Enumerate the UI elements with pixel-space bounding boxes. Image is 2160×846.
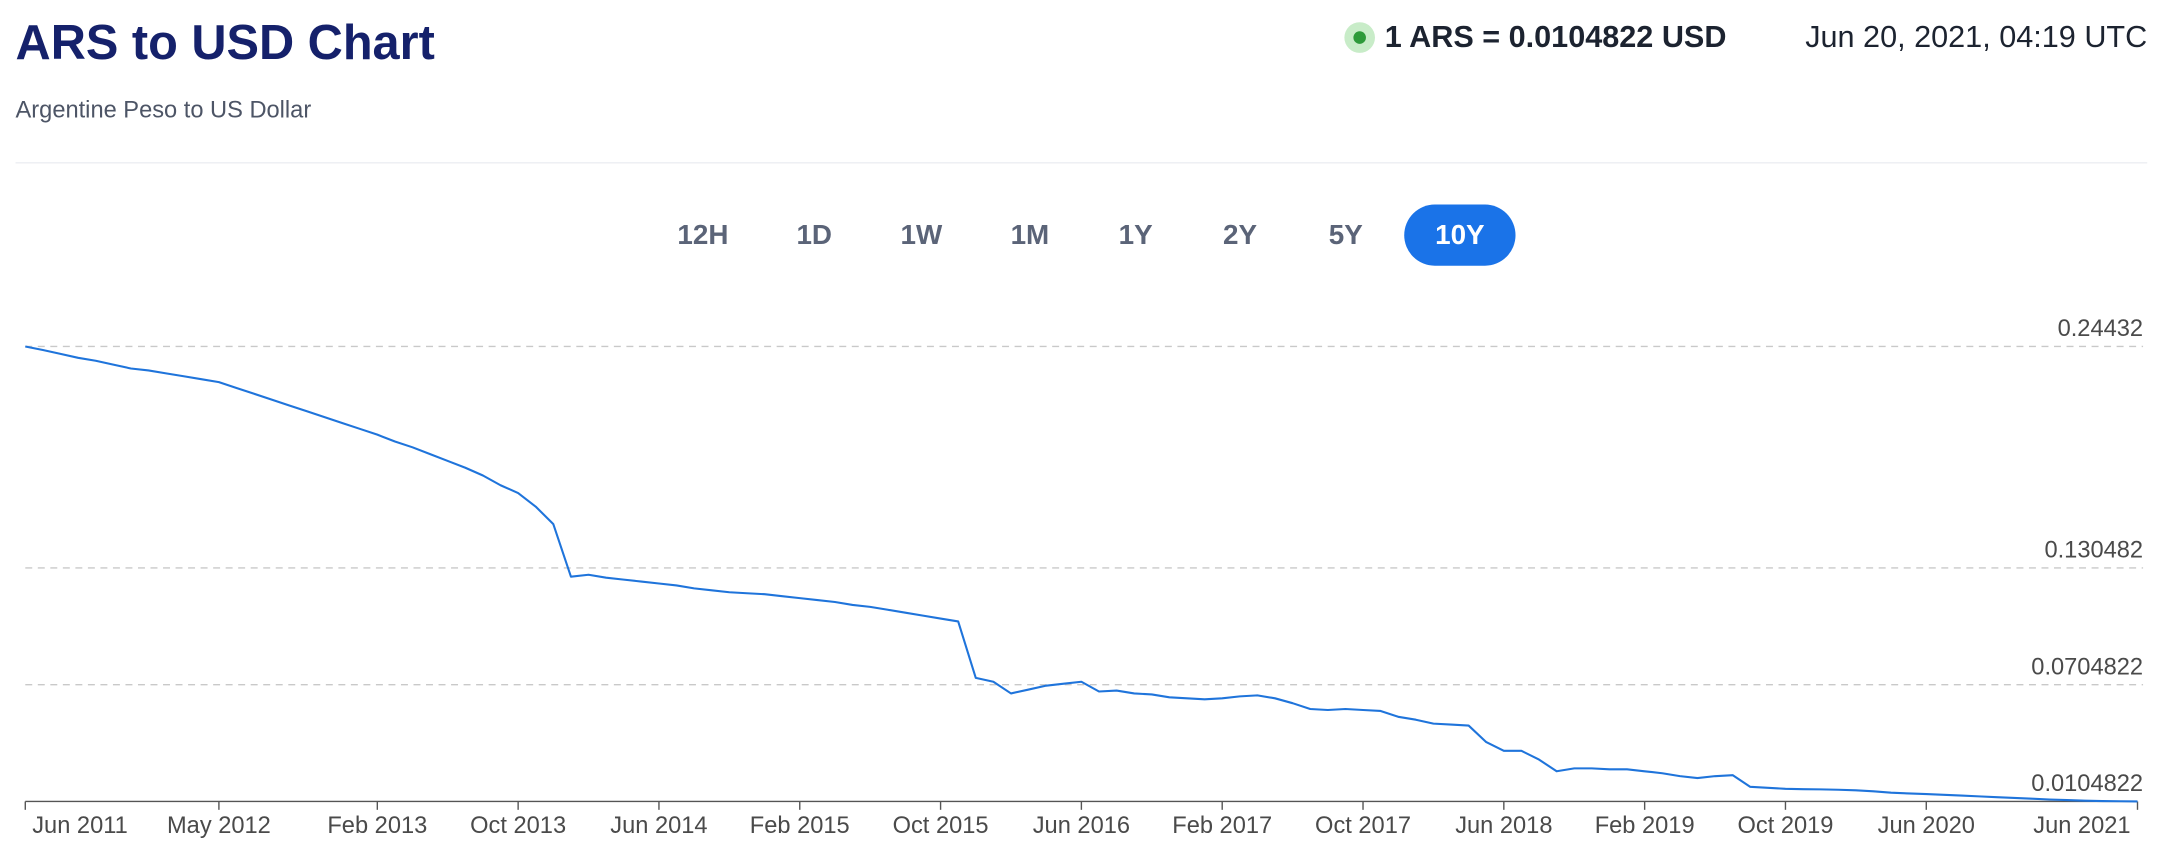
status-dot (1353, 31, 1366, 44)
range-button[interactable]: 1D (796, 219, 832, 250)
range-button[interactable]: 1W (901, 219, 943, 250)
x-tick-label: Jun 2020 (1878, 813, 1975, 839)
y-tick-label: 0.130482 (2044, 538, 2143, 564)
range-button[interactable]: 1Y (1119, 219, 1153, 250)
rate: 1 ARS = 0.0104822 USD (1385, 20, 1727, 54)
x-tick-label: Jun 2018 (1455, 813, 1552, 839)
range-button[interactable]: 10Y (1435, 219, 1485, 250)
y-tick-label: 0.24432 (2058, 316, 2143, 342)
range-button[interactable]: 2Y (1223, 219, 1257, 250)
x-tick-label: Oct 2013 (470, 813, 566, 839)
title: ARS to USD Chart (16, 16, 435, 70)
x-tick-label: Feb 2013 (327, 813, 427, 839)
x-tick-label: Jun 2014 (610, 813, 707, 839)
active-range-bg[interactable] (1404, 204, 1516, 266)
y-tick-label: 0.0104822 (2031, 771, 2143, 797)
x-tick-label: Feb 2019 (1595, 813, 1695, 839)
range-button[interactable]: 5Y (1329, 219, 1363, 250)
x-tick-label: Jun 2021 (2033, 813, 2130, 839)
x-tick-label: Oct 2015 (893, 813, 989, 839)
subtitle: Argentine Peso to US Dollar (16, 98, 312, 124)
x-tick-label: Jun 2016 (1033, 813, 1130, 839)
x-tick-label: Oct 2017 (1315, 813, 1411, 839)
x-tick-label: Jun 2011 (32, 813, 128, 839)
range-button[interactable]: 1M (1011, 219, 1050, 250)
x-tick-label: May 2012 (167, 813, 271, 839)
range-button[interactable]: 12H (677, 219, 728, 250)
x-tick-label: Oct 2019 (1737, 813, 1833, 839)
y-tick-label: 0.0704822 (2031, 654, 2143, 680)
price-line (25, 345, 2138, 803)
x-tick-label: Feb 2015 (750, 813, 850, 839)
plot: 0.0104822 0.0704822 0.130482 0.24432 Jun 201… (24, 316, 2144, 839)
x-tick-label: Feb 2017 (1172, 813, 1272, 839)
range-buttons: 12H 1D 1W 1M 1Y 2Y 5Y 10Y (677, 204, 1516, 266)
timestamp: Jun 20, 2021, 04:19 UTC (1805, 20, 2147, 54)
